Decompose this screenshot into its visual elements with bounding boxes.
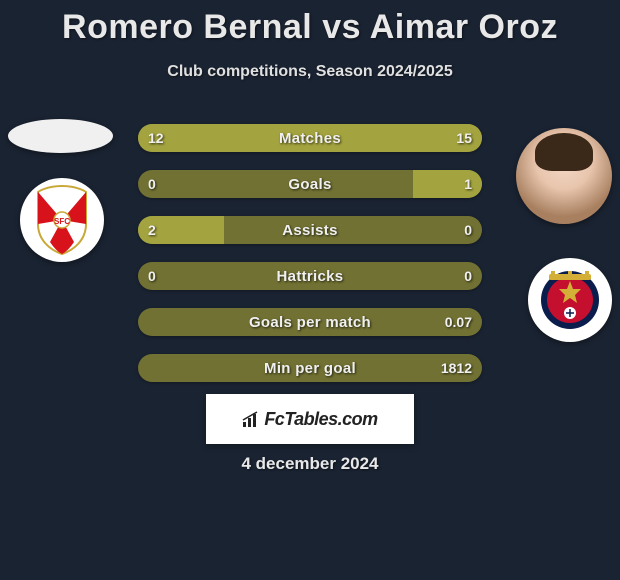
stat-value-right: 15 [456, 124, 472, 152]
stat-value-left: 2 [148, 216, 156, 244]
stat-row: Goals per match0.07 [138, 308, 482, 336]
stat-label: Min per goal [138, 354, 482, 382]
svg-text:SFC: SFC [54, 217, 70, 226]
stat-value-left: 0 [148, 262, 156, 290]
stat-row: Hattricks0 0 [138, 262, 482, 290]
stat-row: Min per goal1812 [138, 354, 482, 382]
subtitle: Club competitions, Season 2024/2025 [0, 63, 620, 81]
stat-label: Goals [138, 170, 482, 198]
stat-value-left: 0 [148, 170, 156, 198]
stat-value-right: 0 [464, 216, 472, 244]
sevilla-crest-icon: SFC [32, 184, 92, 256]
club-left-crest: SFC [20, 178, 104, 262]
fctables-logo-icon [242, 410, 260, 428]
date-text: 4 december 2024 [0, 454, 620, 474]
stat-label: Matches [138, 124, 482, 152]
stat-row: Assists2 0 [138, 216, 482, 244]
stat-label: Goals per match [138, 308, 482, 336]
stat-label: Assists [138, 216, 482, 244]
watermark-text: FcTables.com [264, 409, 377, 430]
stat-label: Hattricks [138, 262, 482, 290]
club-right-crest [528, 258, 612, 342]
stat-value-right: 1812 [441, 354, 472, 382]
stat-value-left: 12 [148, 124, 164, 152]
osasuna-crest-icon [539, 269, 601, 331]
stats-bars: Matches1215Goals01Assists20Hattricks00Go… [138, 124, 482, 400]
player-left-avatar [8, 119, 113, 153]
stat-value-right: 0.07 [445, 308, 472, 336]
stat-value-right: 0 [464, 262, 472, 290]
watermark: FcTables.com [206, 394, 414, 444]
stat-row: Matches12 15 [138, 124, 482, 152]
stat-value-right: 1 [464, 170, 472, 198]
player-right-avatar [516, 128, 612, 224]
page-title: Romero Bernal vs Aimar Oroz [0, 0, 620, 47]
stat-row: Goals0 1 [138, 170, 482, 198]
